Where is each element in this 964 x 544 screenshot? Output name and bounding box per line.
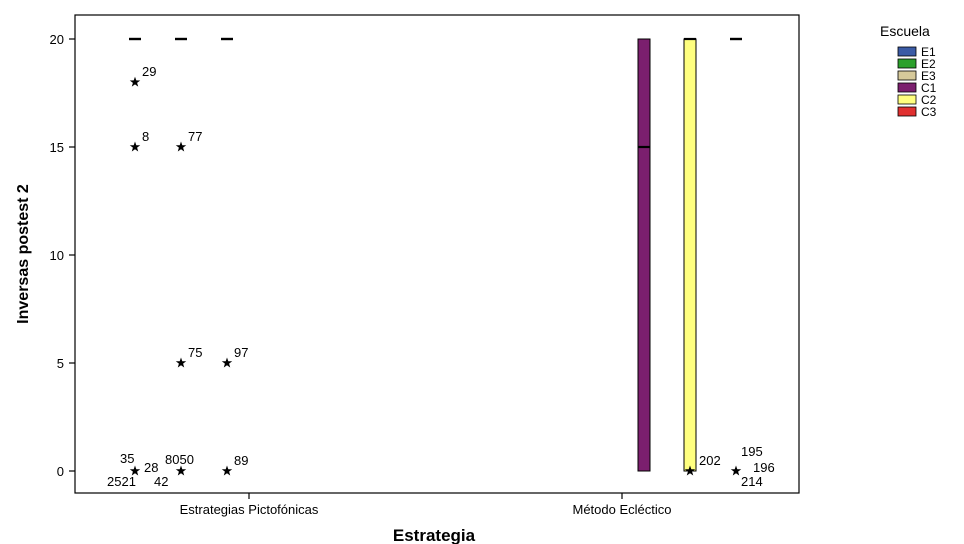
- legend-label: C3: [921, 105, 937, 119]
- outlier-label: 8: [142, 129, 149, 144]
- y-tick-label: 10: [50, 248, 64, 263]
- outlier-label: 196: [753, 460, 775, 475]
- outlier-label: 195: [741, 444, 763, 459]
- x-category-label: Método Ecléctico: [573, 502, 672, 517]
- y-axis-title: Inversas postest 2: [15, 184, 32, 324]
- box-series: [129, 37, 742, 472]
- outlier-point: 89: [221, 453, 248, 476]
- legend-label: E2: [921, 57, 936, 71]
- outlier-point: 29: [129, 64, 156, 87]
- outlier-point: 35 28 2521 42: [107, 451, 168, 489]
- outlier-label: 77: [188, 129, 202, 144]
- legend-label: E1: [921, 45, 936, 59]
- outlier-point: 8: [129, 129, 149, 152]
- box-c1: [637, 38, 651, 472]
- y-tick-label: 0: [57, 464, 64, 479]
- outlier-label: 35: [120, 451, 134, 466]
- y-tick-label: 15: [50, 140, 64, 155]
- legend-swatch: [897, 106, 917, 117]
- legend-label: C1: [921, 81, 937, 95]
- y-axis: 0 5 10 15 20: [50, 32, 75, 479]
- outlier-label: 29: [142, 64, 156, 79]
- outlier-star: [175, 141, 187, 152]
- outlier-label: 8050: [165, 452, 194, 467]
- legend-entry-c2: C2: [897, 93, 937, 107]
- outlier-point: 202: [684, 453, 721, 476]
- outlier-star: [221, 465, 233, 476]
- outlier-point: 8050: [165, 452, 194, 476]
- box-body: [637, 38, 651, 472]
- outlier-label: 75: [188, 345, 202, 360]
- outlier-point: 77: [175, 129, 202, 152]
- legend-swatch: [897, 82, 917, 93]
- outlier-star: [221, 357, 233, 368]
- box-body: [683, 38, 697, 472]
- outlier-star: [129, 465, 141, 476]
- legend-entry-c1: C1: [897, 81, 937, 95]
- legend-entry-e1: E1: [897, 45, 936, 59]
- outlier-point: 97: [221, 345, 248, 368]
- outlier-star: [175, 357, 187, 368]
- box-c2: [683, 37, 697, 472]
- x-category-label: Estrategias Pictofónicas: [180, 502, 319, 517]
- legend-swatch: [897, 94, 917, 105]
- legend-label: E3: [921, 69, 936, 83]
- legend-title: Escuela: [880, 23, 930, 39]
- legend-label: C2: [921, 93, 937, 107]
- legend-entry-e2: E2: [897, 57, 936, 71]
- legend-swatch: [897, 70, 917, 81]
- legend-swatch: [897, 58, 917, 69]
- x-axis-title: Estrategia: [393, 526, 476, 544]
- legend-swatch: [897, 46, 917, 57]
- outlier-label: 2521: [107, 474, 136, 489]
- outlier-star: [175, 465, 187, 476]
- x-axis: Estrategias Pictofónicas Método Ecléctico: [180, 493, 672, 517]
- plot-area: [74, 14, 800, 494]
- outlier-label: 214: [741, 474, 763, 489]
- legend-entry-c3: C3: [897, 105, 937, 119]
- y-tick-label: 20: [50, 32, 64, 47]
- outlier-star: [730, 465, 742, 476]
- y-tick-label: 5: [57, 356, 64, 371]
- outlier-label: 28: [144, 460, 158, 475]
- outlier-point: 75: [175, 345, 202, 368]
- outlier-label: 42: [154, 474, 168, 489]
- outlier-star: [129, 76, 141, 87]
- outlier-star: [129, 141, 141, 152]
- legend-entry-e3: E3: [897, 69, 936, 83]
- outlier-label: 202: [699, 453, 721, 468]
- outlier-label: 89: [234, 453, 248, 468]
- outlier-star: [684, 465, 696, 476]
- outlier-label: 97: [234, 345, 248, 360]
